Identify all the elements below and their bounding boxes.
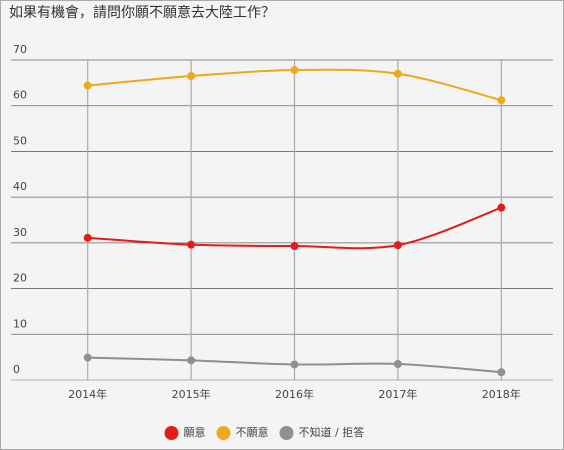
y-tick-label: 0 bbox=[13, 363, 20, 376]
data-point bbox=[290, 360, 299, 369]
data-point bbox=[497, 368, 506, 377]
y-tick-label: 50 bbox=[13, 134, 27, 147]
x-tick-label: 2017年 bbox=[378, 387, 417, 401]
data-point bbox=[393, 69, 402, 78]
x-tick-label: 2015年 bbox=[172, 387, 211, 401]
legend-marker bbox=[279, 426, 294, 440]
legend-label: 願意 bbox=[184, 425, 206, 439]
x-tick-label: 2014年 bbox=[68, 387, 107, 401]
data-point bbox=[497, 96, 506, 105]
data-point bbox=[83, 233, 92, 242]
y-tick-label: 20 bbox=[13, 272, 27, 285]
data-point bbox=[83, 353, 92, 362]
x-tick-label: 2016年 bbox=[275, 387, 314, 401]
chart-title: 如果有機會，請問你願不願意去大陸工作？ bbox=[9, 4, 275, 21]
data-point bbox=[393, 241, 402, 250]
data-point bbox=[290, 66, 299, 75]
y-tick-label: 40 bbox=[13, 180, 27, 193]
data-point bbox=[187, 240, 196, 249]
data-point bbox=[497, 203, 506, 212]
legend-label: 不知道 / 拒答 bbox=[299, 425, 365, 439]
y-tick-label: 10 bbox=[13, 317, 27, 330]
y-tick-label: 70 bbox=[13, 43, 27, 56]
x-tick-label: 2018年 bbox=[482, 387, 521, 401]
y-tick-label: 30 bbox=[13, 226, 27, 239]
legend-marker bbox=[216, 426, 231, 440]
data-point bbox=[187, 72, 196, 80]
y-tick-label: 60 bbox=[13, 89, 27, 102]
data-point bbox=[83, 81, 92, 90]
data-point bbox=[290, 242, 299, 251]
data-point bbox=[393, 360, 402, 368]
legend-label: 不願意 bbox=[236, 425, 269, 439]
data-point bbox=[187, 356, 196, 365]
legend-marker bbox=[164, 426, 179, 440]
